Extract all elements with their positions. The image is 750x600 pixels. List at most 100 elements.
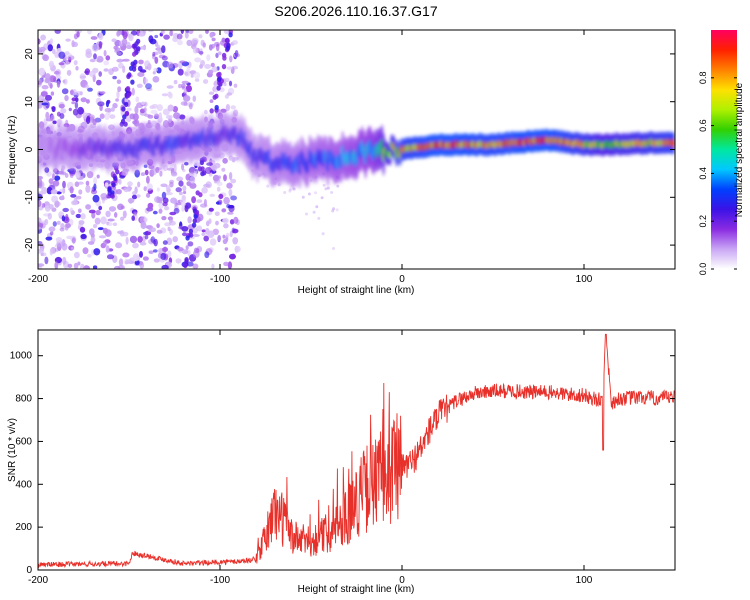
colorbar-axis: 0.0 0.2 0.4 0.6 0.8 bbox=[698, 72, 737, 275]
spectrogram-cell bbox=[89, 58, 96, 63]
spectrogram-cell bbox=[203, 235, 209, 242]
spectrogram-cell bbox=[157, 197, 164, 202]
spectrogram-cell bbox=[42, 54, 49, 62]
spectrogram-cell bbox=[96, 79, 102, 86]
spectrogram-cell bbox=[80, 233, 87, 240]
spectrogram-cell bbox=[176, 247, 184, 252]
spectrogram-cell bbox=[161, 55, 168, 61]
spectrogram-cell bbox=[228, 80, 233, 87]
spectrogram-cell bbox=[222, 234, 226, 239]
spectrogram-cell bbox=[229, 231, 233, 238]
spectrogram-cell bbox=[119, 175, 125, 179]
spectrogram-cell bbox=[130, 79, 135, 85]
spectrogram-cell bbox=[148, 227, 156, 233]
spectrogram-cell bbox=[155, 166, 160, 174]
spectrogram-cell bbox=[48, 75, 57, 83]
spectrogram-cell bbox=[176, 202, 182, 206]
spectrogram-cell bbox=[75, 213, 82, 219]
spectrogram-cell bbox=[97, 101, 105, 107]
spectrogram-cell bbox=[184, 161, 189, 166]
spectrogram-cell bbox=[78, 220, 85, 225]
spectrogram-cell bbox=[144, 230, 151, 236]
spectrogram-cell bbox=[134, 105, 139, 114]
spectrogram-cell bbox=[179, 199, 187, 203]
spectrogram-cell bbox=[204, 109, 208, 115]
spectrogram-cell bbox=[51, 195, 58, 203]
spectrogram-cell bbox=[208, 207, 214, 212]
y-tick-label: -10 bbox=[24, 190, 35, 205]
spectrogram-cell bbox=[172, 36, 179, 43]
spectrogram-cell bbox=[137, 236, 143, 243]
spectrogram-cell bbox=[139, 251, 143, 258]
spectrogram-cell bbox=[170, 197, 178, 204]
spectrogram-cell bbox=[193, 161, 200, 166]
spectrogram-cell bbox=[184, 72, 189, 76]
spectrogram-cell bbox=[223, 261, 230, 267]
spectrogram-cell bbox=[50, 231, 54, 236]
spectrogram-cell bbox=[43, 252, 47, 257]
y-tick-label: 0 bbox=[26, 565, 32, 576]
spectrogram-cell bbox=[111, 66, 119, 72]
spectrogram-cell bbox=[88, 209, 96, 214]
spectrogram-cell bbox=[179, 60, 186, 64]
spectrogram-cell bbox=[131, 215, 135, 221]
spectrogram-cell bbox=[125, 236, 129, 245]
spectrogram-cell bbox=[132, 191, 137, 196]
snr-xlabel: Height of straight line (km) bbox=[298, 584, 415, 595]
spectrogram-cell bbox=[38, 46, 41, 55]
spectrogram-cell bbox=[212, 94, 217, 100]
colorbar-label: Normalized spectral amplitude bbox=[734, 82, 745, 217]
spectrogram-cell bbox=[321, 232, 325, 236]
spectrogram-cell bbox=[186, 181, 192, 187]
spectrogram-cell bbox=[191, 37, 199, 44]
spectrogram-cell bbox=[222, 217, 229, 224]
spectrogram-cell bbox=[233, 216, 239, 224]
spectrogram-cell bbox=[230, 195, 238, 201]
spectrogram-cell bbox=[156, 104, 163, 112]
spectrogram-cell bbox=[230, 178, 237, 184]
spectrogram-cell bbox=[193, 170, 198, 178]
spectrogram-cell bbox=[58, 103, 65, 109]
spectrogram-cell bbox=[179, 114, 186, 120]
spectrogram-cell bbox=[59, 227, 65, 232]
spectrogram-cell bbox=[305, 212, 308, 216]
spectrogram-cell bbox=[104, 182, 109, 187]
spectrogram-cell bbox=[102, 240, 108, 247]
spectrogram-cell bbox=[91, 43, 100, 52]
spectrogram-cell bbox=[61, 215, 66, 222]
spectrogram-cell bbox=[82, 247, 89, 255]
spectrogram-cell bbox=[75, 195, 82, 200]
spectrogram-cell bbox=[48, 60, 55, 68]
colorbar-tick-label: 0.2 bbox=[698, 215, 708, 228]
spectrogram-cell bbox=[54, 175, 61, 181]
spectrogram-cell bbox=[154, 113, 160, 119]
spectrogram-cell bbox=[156, 44, 161, 53]
spectrogram-cell bbox=[123, 121, 128, 127]
spectrogram-cell bbox=[47, 78, 51, 86]
spectrogram-cell bbox=[45, 111, 50, 120]
spectrogram-cell bbox=[153, 258, 160, 263]
spectrogram-cell bbox=[107, 218, 115, 222]
spectrogram-cell bbox=[209, 108, 214, 114]
spectrogram-cell bbox=[97, 55, 104, 63]
spectrogram-cell bbox=[133, 59, 138, 65]
spectrogram-cell bbox=[61, 195, 65, 201]
colorbar-tick-label: 0.4 bbox=[698, 167, 708, 180]
spectrogram-cell bbox=[94, 217, 101, 225]
spectrogram-ylabel: Frequency (Hz) bbox=[7, 116, 18, 185]
colorbar-gradient bbox=[711, 30, 737, 269]
spectrogram-cell bbox=[85, 180, 90, 186]
spectrogram-cell bbox=[227, 204, 235, 209]
spectrogram-cell bbox=[136, 83, 143, 89]
spectrogram-cell bbox=[103, 50, 107, 57]
spectrogram-cell bbox=[301, 195, 305, 199]
spectrogram-cell bbox=[211, 37, 216, 42]
spectrogram-cell bbox=[45, 236, 53, 241]
spectrogram-cell bbox=[72, 41, 78, 48]
spectrogram-cell bbox=[223, 174, 227, 182]
spectrogram-cell bbox=[40, 34, 46, 41]
spectrogram-cell bbox=[45, 73, 51, 81]
spectrogram-cell bbox=[139, 241, 147, 246]
spectrogram-cell bbox=[150, 109, 158, 115]
